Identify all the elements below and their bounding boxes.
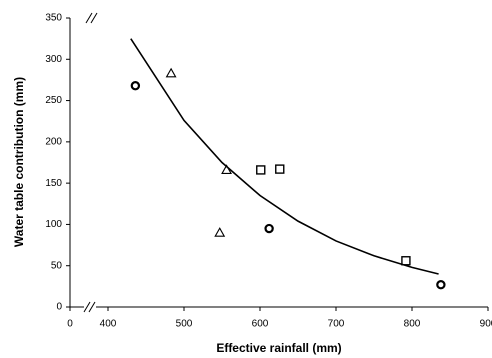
x-tick-label: 500 bbox=[176, 319, 193, 330]
fit-curve bbox=[130, 38, 439, 275]
x-tick-label: 700 bbox=[328, 319, 345, 330]
y-tick-label: 100 bbox=[45, 219, 62, 230]
x-tick-label: 800 bbox=[404, 319, 421, 330]
y-axis-title: Water table contribution (mm) bbox=[12, 77, 26, 247]
y-tick-label: 200 bbox=[45, 136, 62, 147]
y-tick-label: 50 bbox=[51, 260, 63, 271]
y-tick-label: 150 bbox=[45, 178, 62, 189]
x-axis-title: Effective rainfall (mm) bbox=[216, 341, 341, 355]
point bbox=[436, 280, 446, 290]
y-tick-label: 300 bbox=[45, 54, 62, 65]
point bbox=[130, 81, 141, 91]
y-tick-label: 0 bbox=[56, 302, 62, 313]
point bbox=[275, 164, 285, 174]
x-tick-label: 600 bbox=[252, 319, 269, 330]
axis-break bbox=[83, 12, 98, 313]
y-tick-label: 350 bbox=[45, 13, 62, 24]
point bbox=[264, 223, 274, 234]
x-tick-label: 900 bbox=[480, 319, 492, 330]
point bbox=[214, 227, 226, 237]
point bbox=[165, 67, 177, 78]
point bbox=[401, 256, 411, 266]
y-tick-label: 250 bbox=[45, 95, 62, 106]
x-tick-label: 400 bbox=[100, 319, 117, 330]
point bbox=[256, 165, 266, 175]
x-tick-label: 0 bbox=[67, 319, 73, 330]
